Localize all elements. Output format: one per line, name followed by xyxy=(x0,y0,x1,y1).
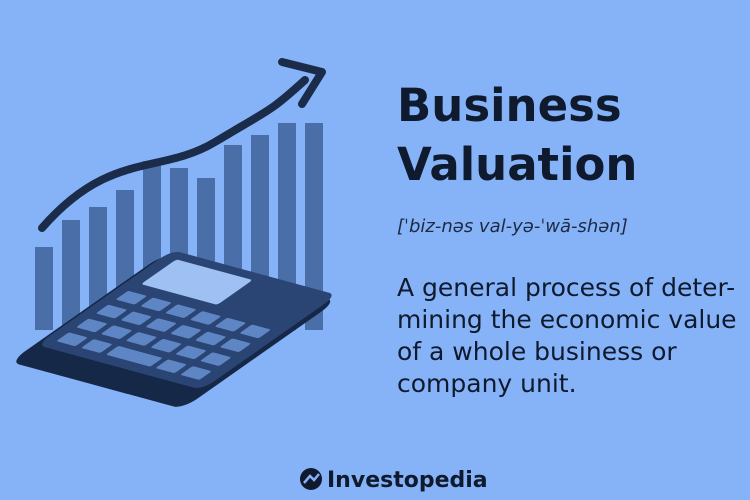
calculator-key xyxy=(121,311,152,325)
calculator xyxy=(16,251,332,407)
title-line: Business xyxy=(397,79,622,132)
calculator-display xyxy=(142,259,252,305)
decor-bar xyxy=(305,123,323,330)
calculator-key xyxy=(176,345,206,360)
calculator-key xyxy=(126,332,157,346)
calculator-key xyxy=(146,318,176,332)
calculator-key xyxy=(156,359,186,373)
definition-line: company unit. xyxy=(397,369,577,398)
arrow-head xyxy=(278,58,326,108)
decor-bar xyxy=(62,220,80,330)
brand-logo xyxy=(300,468,322,490)
definition-line: A general process of deter- xyxy=(397,273,735,302)
calculator-key xyxy=(171,325,201,339)
calculator-key xyxy=(106,346,162,367)
decor-bar xyxy=(278,123,296,330)
calculator-key xyxy=(141,297,171,312)
brand-name: Investopedia xyxy=(327,468,488,493)
calculator-keys xyxy=(57,291,271,380)
calculator-key xyxy=(57,332,87,346)
decor-bar xyxy=(35,247,53,330)
calculator-key xyxy=(101,325,132,339)
calculator-key xyxy=(190,311,221,325)
calculator-key xyxy=(96,304,127,319)
calculator-key xyxy=(151,339,181,353)
definition-line: mining the economic value xyxy=(397,305,737,334)
pronunciation: [ˈbiz-nəs val-yə-ˈwā-shən] xyxy=(397,216,628,237)
definition-line: of a whole business or xyxy=(397,337,677,366)
calculator-key xyxy=(220,338,251,352)
calculator-key xyxy=(215,318,246,332)
calculator-key xyxy=(81,339,112,353)
calculator-key xyxy=(166,304,196,318)
brand-logo-mark xyxy=(303,473,320,484)
calculator-key xyxy=(195,331,226,346)
calculator-key xyxy=(200,352,231,366)
calculator-key xyxy=(240,324,271,339)
trend-arrow xyxy=(38,76,309,232)
title-line: Valuation xyxy=(397,138,637,191)
calculator-key xyxy=(76,318,107,333)
calculator-key xyxy=(181,366,211,380)
calculator-key xyxy=(116,291,147,305)
